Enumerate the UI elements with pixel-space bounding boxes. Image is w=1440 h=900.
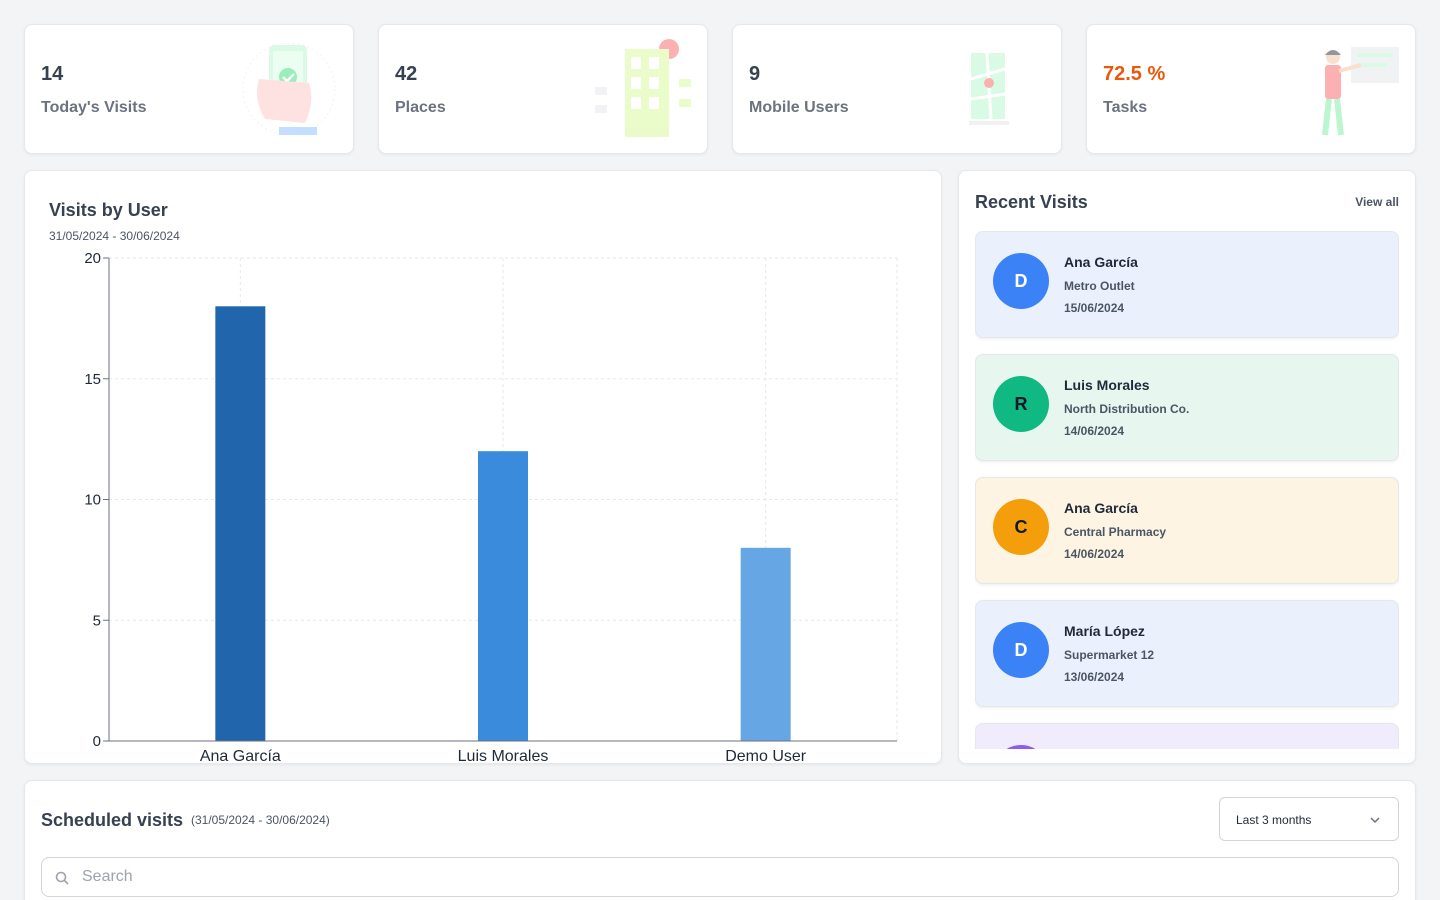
recent-visit-card[interactable]: D María López Supermarket 12 13/06/2024 xyxy=(975,600,1399,707)
x-tick-label: Luis Morales xyxy=(458,748,549,764)
visit-date: 13/06/2024 xyxy=(1064,670,1125,684)
visit-user-name: Ana García xyxy=(1064,500,1138,516)
avatar: R xyxy=(993,376,1049,432)
search-icon xyxy=(55,871,69,885)
search-box xyxy=(41,857,1399,897)
recent-visit-card[interactable]: C Ana García Central Pharmacy 14/06/2024 xyxy=(975,477,1399,584)
stat-card-places: 42 Places xyxy=(378,24,708,154)
visit-user-name: Luis Morales xyxy=(1064,377,1150,393)
visit-place: Central Pharmacy xyxy=(1064,525,1167,539)
x-tick-label: Demo User xyxy=(725,748,807,764)
chevron-down-icon xyxy=(1370,817,1380,824)
visit-date: 15/06/2024 xyxy=(1064,301,1125,315)
recent-visits-title: Recent Visits xyxy=(975,192,1088,212)
stat-label: Tasks xyxy=(1103,99,1148,116)
bar-ana-garcía xyxy=(215,306,266,741)
bar-luis-morales xyxy=(478,451,528,741)
y-tick-label: 5 xyxy=(93,612,101,629)
recent-visits-list[interactable]: D Ana García Metro Outlet 15/06/2024 R L… xyxy=(975,231,1399,749)
scheduled-visits-panel: Scheduled visits (31/05/2024 - 30/06/202… xyxy=(24,780,1416,900)
visit-user-name: Ana García xyxy=(1064,254,1138,270)
visit-date: 14/06/2024 xyxy=(1064,547,1125,561)
stat-value: 72.5 % xyxy=(1103,63,1166,85)
avatar xyxy=(993,745,1049,749)
visits-by-user-panel: Visits by User 31/05/2024 - 30/06/2024 A… xyxy=(24,170,942,764)
building-illustration xyxy=(595,39,691,137)
stat-value: 14 xyxy=(41,63,64,85)
stat-label: Mobile Users xyxy=(749,99,849,116)
recent-visits-panel: Recent Visits View all D Ana García Metr… xyxy=(958,170,1416,764)
chart-title: Visits by User xyxy=(49,200,168,220)
person-task-illustration xyxy=(1322,47,1399,136)
phone-check-illustration xyxy=(242,42,336,136)
search-input[interactable] xyxy=(82,862,1382,892)
stat-card-mobile-users: 9 Mobile Users xyxy=(732,24,1062,154)
scheduled-visits-title: Scheduled visits xyxy=(41,810,184,830)
stat-value: 9 xyxy=(749,63,761,85)
bar-demo-user xyxy=(740,547,791,741)
stat-label: Places xyxy=(395,99,446,116)
y-tick-label: 10 xyxy=(84,492,101,509)
avatar: D xyxy=(993,253,1049,309)
date-range-select[interactable]: Last 3 months xyxy=(1219,797,1399,841)
visits-bar-chart: Ana García Luis Morales Demo User 0 5 10 15 20 xyxy=(84,250,898,764)
scheduled-date-range: (31/05/2024 - 30/06/2024) xyxy=(191,813,330,827)
avatar: D xyxy=(993,622,1049,678)
stat-label: Today's Visits xyxy=(41,99,147,116)
y-tick-label: 0 xyxy=(93,733,101,750)
visit-place: North Distribution Co. xyxy=(1064,402,1190,416)
x-tick-label: Ana García xyxy=(200,748,281,764)
recent-visit-card[interactable] xyxy=(975,723,1399,749)
recent-visit-card[interactable]: R Luis Morales North Distribution Co. 14… xyxy=(975,354,1399,461)
visit-date: 14/06/2024 xyxy=(1064,424,1125,438)
stat-value: 42 xyxy=(395,63,418,85)
visit-place: Metro Outlet xyxy=(1064,279,1135,293)
stat-card-todays-visits: 14 Today's Visits xyxy=(24,24,354,154)
y-tick-label: 20 xyxy=(84,250,101,267)
y-tick-label: 15 xyxy=(84,371,101,388)
recent-visit-card[interactable]: D Ana García Metro Outlet 15/06/2024 xyxy=(975,231,1399,338)
stat-card-tasks: 72.5 % Tasks xyxy=(1086,24,1416,154)
visit-user-name: María López xyxy=(1064,623,1145,639)
view-all-link[interactable]: View all xyxy=(1355,195,1399,209)
date-range-select-value: Last 3 months xyxy=(1236,813,1312,827)
map-pin-illustration xyxy=(969,52,1009,125)
chart-date-range: 31/05/2024 - 30/06/2024 xyxy=(49,229,180,243)
avatar: C xyxy=(993,499,1049,555)
visit-place: Supermarket 12 xyxy=(1064,648,1155,662)
